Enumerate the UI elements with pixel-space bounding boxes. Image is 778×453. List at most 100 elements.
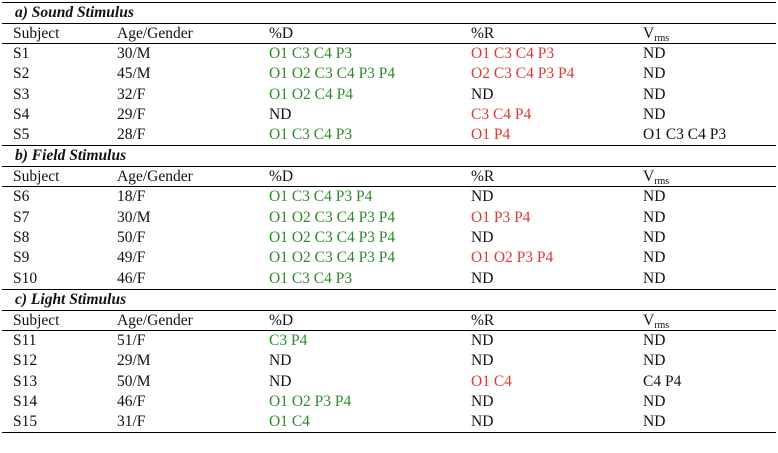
cell-age-gender: 45/M (117, 65, 151, 83)
cell-subject: S13 (13, 372, 38, 390)
cell-age-gender: 18/F (117, 188, 146, 206)
table-header-row: Subject Age/Gender %D %R Vrms (2, 309, 776, 331)
cell-vrms: O1 C3 C4 P3 (643, 126, 727, 144)
cell-age-gender: 46/F (117, 392, 146, 410)
cell-subject: S9 (13, 249, 30, 267)
cell-age-gender: 32/F (117, 85, 146, 103)
cell-vrms: ND (643, 249, 666, 267)
cell-age-gender: 46/F (117, 269, 146, 287)
table-bottom-rule (2, 432, 776, 434)
header-subject: Subject (13, 168, 60, 186)
cell-vrms: ND (643, 392, 666, 410)
table-row: S3 32/F O1 O2 C4 P4 ND ND (2, 85, 776, 105)
header-age-gender: Age/Gender (117, 168, 193, 186)
cell-pct-d: ND (269, 105, 292, 123)
cell-age-gender: 28/F (117, 126, 146, 144)
cell-pct-d: ND (269, 372, 292, 390)
table-row: S10 46/F O1 C3 C4 P3 ND ND (2, 269, 776, 289)
cell-age-gender: 49/F (117, 249, 146, 267)
table-header-row: Subject Age/Gender %D %R Vrms (2, 166, 776, 188)
header-vrms: Vrms (643, 24, 669, 48)
header-pct-r: %R (471, 168, 495, 186)
cell-pct-r: C3 C4 P4 (471, 105, 532, 123)
cell-vrms: ND (643, 208, 666, 226)
cell-age-gender: 51/F (117, 331, 146, 349)
cell-vrms: C4 P4 (643, 372, 682, 390)
cell-subject: S12 (13, 352, 38, 370)
cell-age-gender: 31/F (117, 413, 146, 431)
cell-pct-d: O1 C3 C4 P3 P4 (269, 188, 373, 206)
table-row: S6 18/F O1 C3 C4 P3 P4 ND ND (2, 187, 776, 207)
cell-pct-d: ND (269, 352, 292, 370)
header-pct-d: %D (269, 25, 294, 42)
cell-vrms: ND (643, 229, 666, 247)
cell-subject: S5 (13, 126, 30, 144)
cell-pct-r: ND (471, 331, 494, 349)
cell-vrms: ND (643, 105, 666, 123)
cell-pct-d: O1 O2 C3 C4 P3 P4 (269, 249, 396, 267)
header-vrms-main: V (643, 311, 655, 329)
cell-vrms: ND (643, 269, 666, 287)
table-row: S1 30/M O1 C3 C4 P3 O1 C3 C4 P3 ND (2, 44, 776, 64)
cell-age-gender: 50/M (117, 372, 151, 390)
header-vrms-sub: rms (654, 33, 670, 44)
cell-subject: S11 (13, 331, 37, 349)
header-pct-r: %R (471, 25, 495, 42)
header-pct-d: %D (269, 168, 294, 186)
cell-subject: S6 (13, 188, 30, 206)
cell-pct-r: ND (471, 269, 494, 287)
cell-pct-d: O1 O2 C3 C4 P3 P4 (269, 229, 396, 247)
header-age-gender: Age/Gender (117, 311, 193, 329)
cell-subject: S1 (13, 45, 30, 62)
cell-pct-r: ND (471, 352, 494, 370)
cell-pct-r: O1 C3 C4 P3 (471, 45, 555, 62)
header-pct-r: %R (471, 311, 495, 329)
cell-vrms: ND (643, 45, 666, 62)
header-vrms-main: V (643, 168, 655, 186)
table-row: S12 29/M ND ND ND (2, 351, 776, 371)
table-row: S8 50/F O1 O2 C3 C4 P3 P4 ND ND (2, 228, 776, 248)
cell-subject: S14 (13, 392, 38, 410)
cell-subject: S2 (13, 65, 30, 83)
cell-pct-r: ND (471, 229, 494, 247)
header-vrms-main: V (643, 25, 655, 42)
cell-pct-d: C3 P4 (269, 331, 308, 349)
cell-pct-r: ND (471, 392, 494, 410)
cell-pct-d: O1 C3 C4 P3 (269, 45, 353, 62)
header-age-gender: Age/Gender (117, 25, 193, 42)
cell-age-gender: 50/F (117, 229, 146, 247)
table-row: S11 51/F C3 P4 ND ND (2, 331, 776, 351)
cell-subject: S3 (13, 85, 30, 103)
header-vrms: Vrms (643, 167, 669, 191)
cell-pct-d: O1 C3 C4 P3 (269, 126, 353, 144)
cell-pct-r: ND (471, 188, 494, 206)
cell-pct-r: O2 C3 C4 P3 P4 (471, 65, 575, 83)
cell-pct-r: O1 C4 (471, 372, 512, 390)
header-vrms-sub: rms (654, 319, 670, 331)
table-row: S7 30/M O1 O2 C3 C4 P3 P4 O1 P3 P4 ND (2, 208, 776, 228)
cell-age-gender: 29/M (117, 352, 151, 370)
header-pct-d: %D (269, 311, 294, 329)
cell-vrms: ND (643, 413, 666, 431)
cell-subject: S4 (13, 105, 30, 123)
cell-subject: S7 (13, 208, 30, 226)
cell-vrms: ND (643, 352, 666, 370)
cell-vrms: ND (643, 85, 666, 103)
cell-age-gender: 29/F (117, 105, 146, 123)
cell-pct-d: O1 C3 C4 P3 (269, 269, 353, 287)
table-header-row: Subject Age/Gender %D %R Vrms (2, 23, 776, 44)
section-title: b) Field Stimulus (2, 145, 776, 166)
cell-pct-d: O1 O2 C3 C4 P3 P4 (269, 208, 396, 226)
section-title: c) Light Stimulus (2, 288, 776, 310)
cell-subject: S8 (13, 229, 30, 247)
header-vrms-sub: rms (654, 176, 670, 188)
results-table: a) Sound Stimulus Subject Age/Gender %D … (2, 2, 776, 434)
cell-vrms: ND (643, 65, 666, 83)
table-row: S5 28/F O1 C3 C4 P3 O1 P4 O1 C3 C4 P3 (2, 125, 776, 145)
cell-age-gender: 30/M (117, 45, 151, 62)
cell-pct-r: ND (471, 413, 494, 431)
cell-pct-d: O1 C4 (269, 413, 310, 431)
header-subject: Subject (13, 25, 60, 42)
table-row: S9 49/F O1 O2 C3 C4 P3 P4 O1 O2 P3 P4 ND (2, 248, 776, 268)
cell-pct-r: ND (471, 85, 494, 103)
